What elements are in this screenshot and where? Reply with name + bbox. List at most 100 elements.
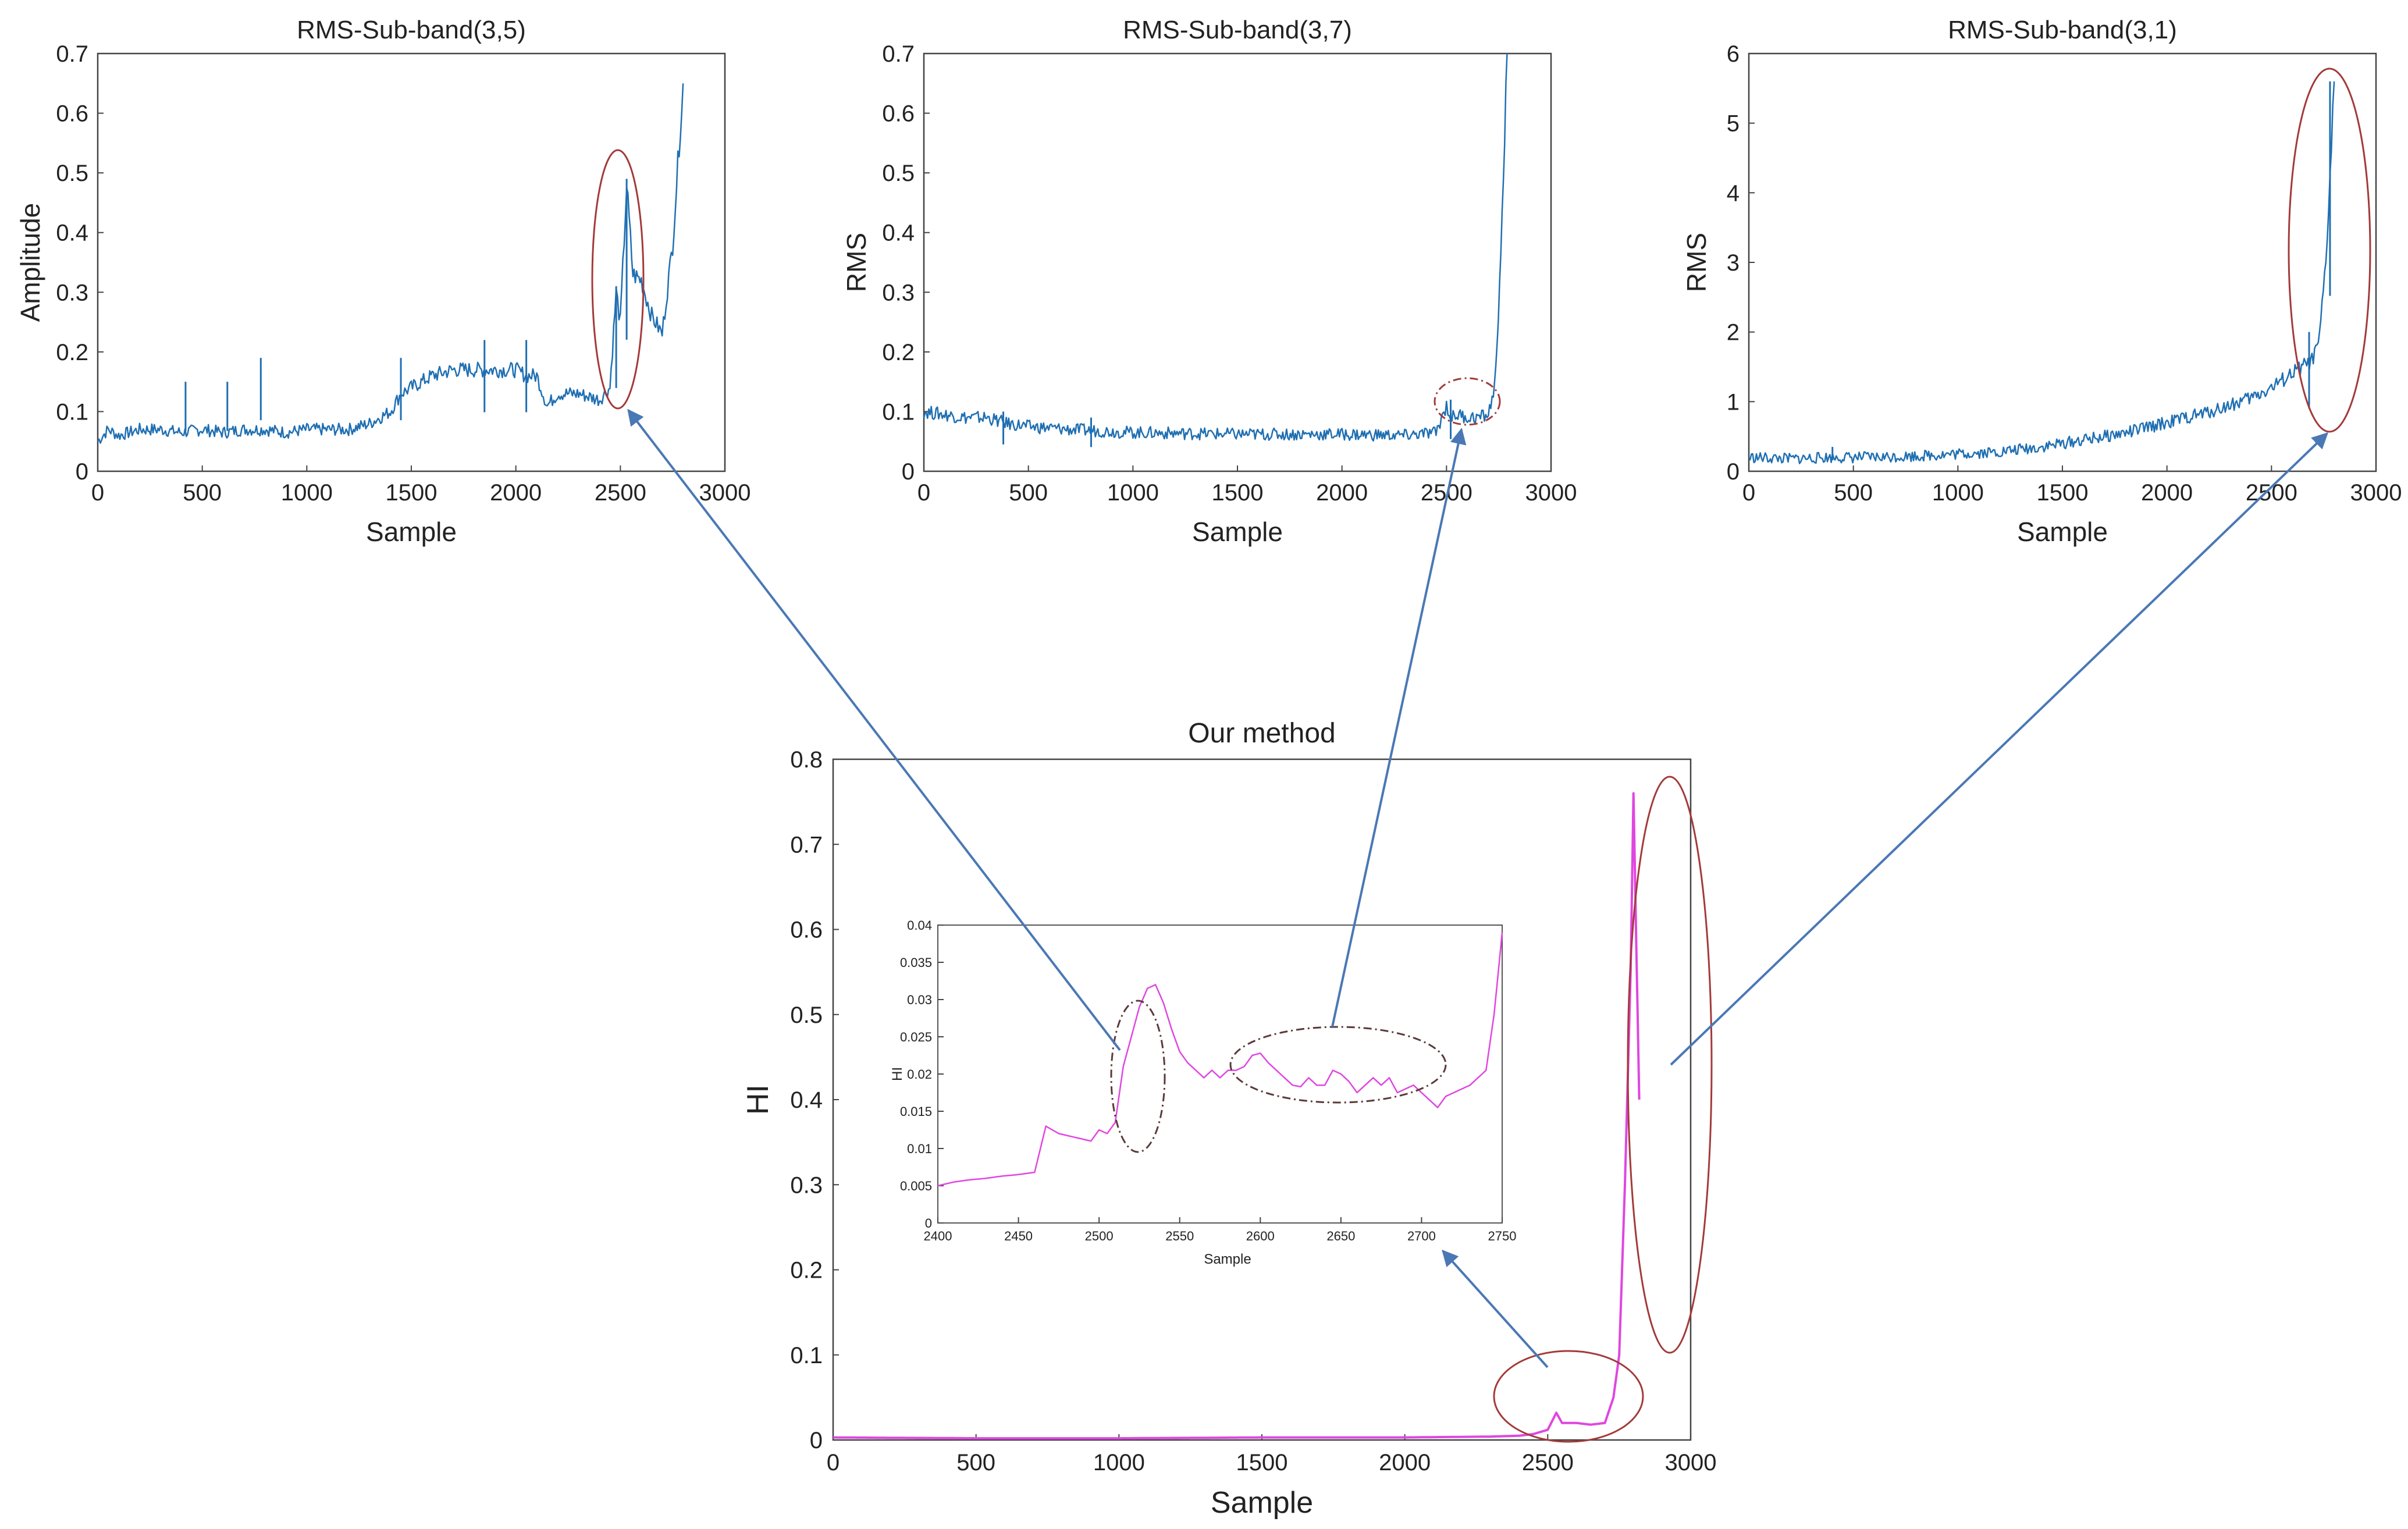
plot-area-frame [1748,52,2377,472]
arrow-to-inset [1442,1249,1549,1368]
x-tick-label: 500 [956,1450,995,1475]
y-tick-label: 0.1 [882,399,915,425]
highlight-ellipse-inset-right [1229,1026,1447,1104]
x-tick-labels: 0 500 1000 1500 2000 2500 3000 [1742,465,2402,506]
y-tick-label: 0 [925,1216,932,1231]
x-tick-label: 3000 [2350,480,2402,506]
y-tick-label: 5 [1727,111,1740,137]
y-tick-label: 0.8 [790,747,823,773]
x-tick-label: 1000 [1107,480,1159,506]
annotations [591,67,2371,1443]
y-tick-label: 0.2 [882,340,915,365]
chart-title: RMS-Sub-band(3,7) [1123,16,1352,44]
x-axis-label: Sample [1192,517,1283,547]
y-tick-label: 0.7 [790,832,823,858]
y-tick-label: 0.5 [790,1002,823,1028]
x-tick-label: 2500 [1522,1450,1574,1475]
y-tick-label: 0.2 [56,340,88,365]
y-tick-label: 0.5 [882,161,915,186]
series-lines [937,932,1503,1187]
y-tick-label: 0.3 [56,280,88,305]
x-tick-label: 2000 [1379,1450,1431,1475]
chart-panel-sub37: RMS-Sub-band(3,7) Sample RMS 0 500 1000 150… [841,16,1577,547]
x-tick-label: 3000 [699,480,751,506]
highlight-ellipse-hi-region [1493,1350,1644,1443]
highlight-ellipse-hi-peak [1627,776,1713,1354]
chart-title: RMS-Sub-band(3,1) [1948,16,2177,44]
y-tick-label: 0 [810,1428,823,1453]
y-tick-label: 0.4 [790,1087,823,1113]
highlight-ellipse-sub31 [2288,67,2371,433]
arrow-to-sub35 [627,408,1121,1051]
y-tick-labels: 0 0.005 0.01 0.015 0.02 0.025 0.03 0.035 0.04 [900,918,944,1231]
inset-frame [937,924,1503,1224]
x-tick-label: 2500 [595,480,646,506]
y-tick-label: 2 [1727,320,1740,346]
y-tick-label: 0.025 [900,1030,932,1044]
y-tick-label: 0.4 [56,221,88,246]
y-tick-label: 0.1 [790,1343,823,1368]
x-tick-labels: 2400 2450 2500 2550 2600 2650 2700 2750 [924,1217,1517,1243]
y-tick-label: 0.3 [882,280,915,305]
x-axis-label: Sample [1211,1486,1313,1520]
series-lines [97,83,684,444]
y-axis-label: HI [890,1067,905,1081]
y-tick-label: 0.03 [907,993,932,1007]
x-tick-label: 500 [183,480,222,506]
x-tick-label: 2400 [924,1229,952,1243]
y-tick-labels: 0 0.1 0.2 0.3 0.4 0.5 0.6 0.7 0.8 [790,747,839,1453]
chart-panel-sub31: RMS-Sub-band(3,1) Sample RMS 0 500 1000 150… [1681,16,2402,547]
y-tick-label: 0.1 [56,399,88,425]
x-tick-label: 1000 [1932,480,1984,506]
y-tick-label: 0.01 [907,1142,932,1156]
x-tick-labels: 0 500 1000 1500 2000 2500 3000 [91,465,751,506]
x-tick-label: 2500 [2246,480,2297,506]
x-tick-label: 2600 [1246,1229,1275,1243]
y-axis-label: Amplitude [15,203,45,322]
series-lines [833,792,1641,1440]
y-tick-label: 0 [902,459,915,485]
y-tick-label: 4 [1727,180,1740,206]
series-line-1 [1748,81,2335,464]
y-tick-labels: 0 1 2 3 4 5 6 [1727,41,1755,485]
y-tick-label: 0.6 [56,101,88,127]
chart-title: Our method [1188,718,1335,749]
x-axis-label: Sample [366,517,457,547]
x-tick-label: 2700 [1407,1229,1436,1243]
y-tick-label: 3 [1727,250,1740,276]
x-tick-label: 1500 [1212,480,1264,506]
arrow-to-sub37 [1331,428,1467,1027]
y-tick-label: 0.5 [56,161,88,186]
x-tick-label: 2000 [2141,480,2193,506]
chart-panel-inset-zoom: Sample HI 2400 2450 2500 2550 2600 2650 2700 27… [890,918,1516,1267]
x-tick-labels: 0 500 1000 1500 2000 2500 3000 [917,465,1577,506]
y-tick-label: 0 [76,459,88,485]
x-tick-label: 3000 [1525,480,1577,506]
y-tick-labels: 0 0.1 0.2 0.3 0.4 0.5 0.6 0.7 [56,41,104,485]
x-axis-label: Sample [2017,517,2108,547]
y-tick-label: 0.3 [790,1172,823,1198]
chart-title: RMS-Sub-band(3,5) [297,16,526,44]
y-axis-label: HI [741,1084,775,1115]
series-line-1 [97,83,684,444]
y-axis-label: RMS [1681,233,1712,292]
series-line-1 [937,932,1503,1187]
x-tick-labels: 0 500 1000 1500 2000 2500 3000 [827,1434,1716,1475]
x-tick-label: 0 [827,1450,840,1475]
chart-panel-sub35: RMS-Sub-band(3,5) Sample Amplitude 0 500 1… [15,16,751,547]
x-tick-label: 2550 [1165,1229,1194,1243]
x-tick-label: 2750 [1488,1229,1517,1243]
y-tick-label: 0.2 [790,1258,823,1283]
y-tick-label: 0.005 [900,1179,932,1193]
x-tick-label: 0 [1742,480,1755,506]
x-tick-label: 1500 [386,480,438,506]
x-tick-label: 2650 [1326,1229,1355,1243]
y-tick-label: 1 [1727,389,1740,415]
x-tick-label: 0 [917,480,930,506]
plot-area-frame [923,52,1552,472]
y-tick-label: 0.7 [882,41,915,67]
y-tick-labels: 0 0.1 0.2 0.3 0.4 0.5 0.6 0.7 [882,41,930,485]
x-tick-label: 2000 [1316,480,1368,506]
highlight-ellipse-sub37 [1434,377,1501,426]
